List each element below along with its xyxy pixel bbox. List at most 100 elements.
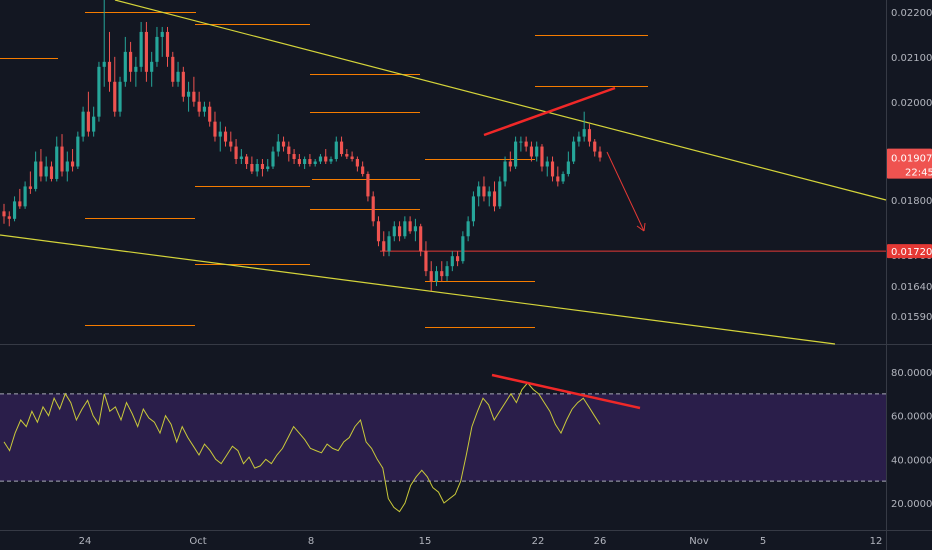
candle[interactable]	[245, 156, 249, 164]
candle[interactable]	[202, 106, 207, 112]
candle[interactable]	[345, 154, 349, 157]
candle[interactable]	[266, 166, 270, 169]
candle[interactable]	[250, 164, 254, 172]
candle[interactable]	[466, 221, 470, 237]
price-divergence-line[interactable]	[483, 86, 616, 137]
candle[interactable]	[324, 156, 328, 162]
projection-arrow-line[interactable]	[606, 151, 645, 232]
rsi-line[interactable]	[3, 382, 601, 513]
rsi-divergence-line[interactable]	[491, 373, 641, 410]
candle[interactable]	[287, 146, 291, 155]
candle[interactable]	[545, 161, 549, 167]
candle[interactable]	[540, 146, 544, 167]
candle[interactable]	[508, 161, 512, 167]
candle[interactable]	[197, 101, 201, 112]
candle[interactable]	[376, 221, 381, 242]
candle[interactable]	[334, 141, 338, 160]
candle[interactable]	[382, 241, 386, 252]
candle[interactable]	[192, 91, 196, 102]
upper-trendline[interactable]	[114, 0, 887, 201]
candle[interactable]	[572, 141, 576, 162]
candle[interactable]	[303, 159, 307, 164]
candle[interactable]	[429, 271, 433, 282]
candle[interactable]	[176, 71, 180, 82]
candle[interactable]	[260, 164, 265, 169]
candle[interactable]	[23, 186, 27, 207]
candle[interactable]	[598, 151, 602, 158]
candle[interactable]	[566, 161, 570, 174]
candle[interactable]	[445, 266, 449, 277]
candle[interactable]	[297, 159, 301, 164]
candle[interactable]	[392, 226, 396, 237]
candle[interactable]	[255, 164, 259, 172]
candle[interactable]	[387, 236, 391, 252]
candle[interactable]	[498, 181, 502, 207]
candle[interactable]	[529, 146, 534, 157]
candle[interactable]	[123, 51, 127, 82]
candle[interactable]	[134, 66, 138, 72]
candle[interactable]	[81, 111, 85, 137]
candle[interactable]	[187, 91, 191, 97]
candle[interactable]	[12, 201, 17, 219]
candle[interactable]	[487, 191, 491, 197]
candle[interactable]	[34, 161, 38, 189]
candle[interactable]	[86, 111, 90, 132]
candle[interactable]	[471, 196, 475, 222]
candle[interactable]	[587, 129, 592, 142]
candle[interactable]	[366, 173, 370, 197]
candle[interactable]	[49, 166, 54, 179]
candle[interactable]	[477, 186, 481, 197]
candle[interactable]	[582, 129, 586, 137]
candle[interactable]	[397, 226, 402, 237]
candle[interactable]	[129, 51, 133, 72]
candle[interactable]	[144, 31, 148, 72]
candle[interactable]	[550, 161, 555, 177]
candle[interactable]	[561, 173, 565, 182]
candle[interactable]	[107, 61, 112, 82]
candle[interactable]	[355, 159, 359, 167]
candle[interactable]	[419, 226, 423, 252]
candle[interactable]	[39, 161, 43, 177]
candle[interactable]	[281, 141, 286, 147]
candle[interactable]	[155, 36, 159, 62]
candle[interactable]	[408, 221, 412, 232]
candle[interactable]	[2, 211, 6, 217]
candle[interactable]	[492, 191, 497, 207]
candle[interactable]	[271, 151, 275, 167]
candle[interactable]	[223, 131, 228, 142]
candle[interactable]	[7, 216, 11, 219]
candle[interactable]	[76, 136, 80, 167]
candle[interactable]	[113, 81, 117, 112]
candle[interactable]	[313, 161, 317, 164]
candle[interactable]	[234, 146, 238, 160]
candle[interactable]	[229, 141, 233, 147]
candle[interactable]	[44, 166, 48, 177]
candle[interactable]	[102, 61, 106, 67]
candle[interactable]	[92, 116, 96, 132]
candle[interactable]	[556, 176, 560, 182]
candle[interactable]	[339, 141, 344, 155]
candle[interactable]	[403, 221, 407, 237]
candle[interactable]	[461, 236, 465, 262]
candle[interactable]	[181, 71, 185, 97]
candle[interactable]	[577, 136, 581, 142]
candle[interactable]	[350, 156, 354, 160]
candle[interactable]	[514, 141, 518, 167]
candle[interactable]	[434, 271, 439, 282]
candle[interactable]	[371, 196, 375, 222]
lower-trendline[interactable]	[0, 234, 836, 345]
candle[interactable]	[292, 154, 296, 160]
candle[interactable]	[308, 159, 312, 164]
candle[interactable]	[440, 271, 444, 277]
candle[interactable]	[150, 61, 154, 72]
candle[interactable]	[239, 156, 243, 160]
candle[interactable]	[139, 31, 143, 67]
candle[interactable]	[55, 146, 59, 179]
candle[interactable]	[118, 81, 122, 112]
candle[interactable]	[65, 161, 69, 172]
candle[interactable]	[218, 131, 222, 137]
candle[interactable]	[18, 201, 22, 207]
candle[interactable]	[70, 161, 75, 167]
candle[interactable]	[276, 141, 280, 152]
